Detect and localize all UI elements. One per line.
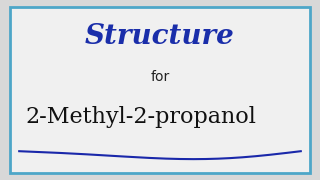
Text: Structure: Structure [85, 22, 235, 50]
Text: for: for [150, 70, 170, 84]
FancyBboxPatch shape [10, 7, 310, 173]
Text: 2-Methyl-2-propanol: 2-Methyl-2-propanol [26, 106, 256, 128]
